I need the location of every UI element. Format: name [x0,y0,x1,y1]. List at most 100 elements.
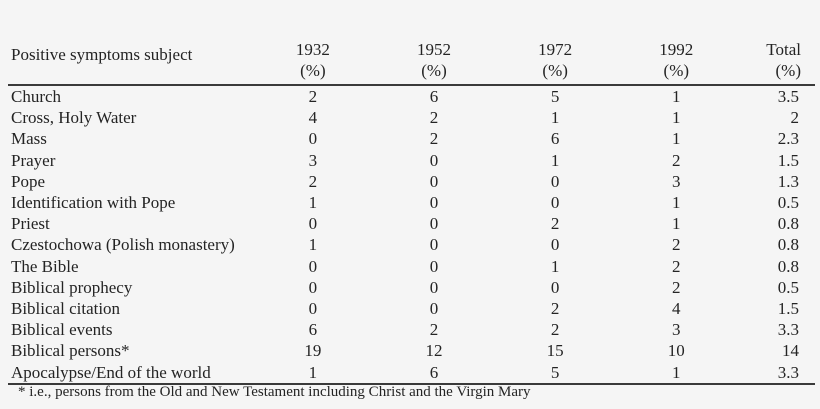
header-row: Positive symptoms subject 1932 (%) 1952 … [8,26,815,86]
value-cell: 1 [672,214,681,234]
value-cell: 2 [790,108,800,128]
value-cell: 2 [550,299,560,319]
value-cell: 0 [429,171,439,191]
value-cell: 1 [672,129,681,149]
value-cell: 2 [308,87,318,106]
value-cell: 2 [429,129,439,149]
value-cell: 5 [494,361,616,385]
value-cell: 1 [252,361,374,385]
table-footnote: * i.e., persons from the Old and New Tes… [18,384,531,400]
value-cell: 0 [308,256,318,276]
subject-cell: Biblical citation [11,299,121,319]
subject-cell: Identification with Pope [11,193,176,213]
table-row: Priest 0 0 2 1 0.8 [8,213,815,234]
value-cell: 0.5 [777,277,799,297]
value-cell: 1 [672,108,681,128]
table-row: Biblical events 6 2 2 3 3.3 [8,319,815,340]
value-cell: 0 [550,277,560,297]
value-cell: 0 [429,193,439,213]
value-cell: 3.3 [736,361,815,385]
symptoms-table-container: Positive symptoms subject 1932 (%) 1952 … [8,26,815,385]
value-cell: 3.3 [777,320,799,340]
column-header-total: Total (%) [736,26,815,86]
column-header-1992: 1992 (%) [615,26,737,86]
value-cell: 0 [308,277,318,297]
percent-unit-label: (%) [775,61,801,80]
table-row: Cross, Holy Water 4 2 1 1 2 [8,107,815,128]
value-cell: 3 [672,171,681,191]
column-header-1972: 1972 (%) [494,26,616,86]
value-cell: 0 [550,235,560,255]
value-cell: 5 [550,87,560,106]
value-cell: 2 [550,214,560,234]
value-cell: 2 [550,320,560,340]
value-cell: 2 [672,256,681,276]
value-cell: 2.3 [777,129,799,149]
subject-cell: Priest [11,214,50,234]
value-cell: 2 [672,150,681,170]
value-cell: 0.8 [777,214,799,234]
table-row: Church 2 6 5 1 3.5 [8,85,815,107]
value-cell: 1.3 [777,171,799,191]
table-row: Mass 0 2 6 1 2.3 [8,128,815,149]
value-cell: 6 [550,129,560,149]
positive-symptoms-table: Positive symptoms subject 1932 (%) 1952 … [8,26,815,385]
value-cell: 0.8 [777,235,799,255]
value-cell: 1 [550,108,560,128]
table-body: Church 2 6 5 1 3.5 Cross, Holy Water 4 2 1 1 2 Mass 0… [8,85,815,385]
subject-cell: Cross, Holy Water [11,108,137,128]
value-cell: 19 [304,341,322,361]
value-cell: 0 [308,129,318,149]
value-cell: 14 [782,341,799,361]
subject-cell: Mass [11,129,47,149]
value-cell: 0 [550,171,560,191]
value-cell: 4 [308,108,318,128]
percent-unit-label: (%) [300,61,326,80]
value-cell: 2 [429,108,439,128]
table-row: Biblical citation 0 0 2 4 1.5 [8,298,815,319]
value-cell: 15 [546,341,564,361]
value-cell: 1 [672,193,681,213]
value-cell: 6 [429,87,439,106]
table-row: Biblical persons* 19 12 15 10 14 [8,340,815,361]
value-cell: 0 [429,214,439,234]
column-header-1932: 1932 (%) [252,26,374,86]
table-row: Pope 2 0 0 3 1.3 [8,171,815,192]
value-cell: 3 [308,150,318,170]
value-cell: 0 [308,299,318,319]
value-cell: 4 [672,299,681,319]
value-cell: 1 [308,193,318,213]
subject-cell: Biblical events [11,320,113,340]
total-label: Total [766,40,801,59]
percent-unit-label: (%) [663,61,690,80]
value-cell: 6 [308,320,318,340]
value-cell: 0 [429,299,439,319]
year-label: 1952 [417,40,451,59]
percent-unit-label: (%) [421,61,447,80]
value-cell: 0 [429,150,439,170]
value-cell: 1 [615,361,737,385]
subject-cell: Apocalypse/End of the world [8,361,253,385]
value-cell: 3 [672,320,681,340]
value-cell: 0 [429,277,439,297]
column-header-1952: 1952 (%) [373,26,495,86]
subject-cell: Pope [11,171,45,191]
value-cell: 0 [429,256,439,276]
table-row: Czestochowa (Polish monastery) 1 0 0 2 0.8 [8,234,815,255]
column-header-subject: Positive symptoms subject [8,26,253,86]
value-cell: 1.5 [777,150,799,170]
table-row: Apocalypse/End of the world 1 6 5 1 3.3 [8,361,815,385]
value-cell: 12 [425,341,443,361]
table-row: Prayer 3 0 1 2 1.5 [8,150,815,171]
value-cell: 2 [672,277,681,297]
value-cell: 6 [373,361,495,385]
value-cell: 1 [308,235,318,255]
value-cell: 0.8 [777,256,799,276]
subject-cell: The Bible [11,256,79,276]
value-cell: 1 [672,87,681,106]
value-cell: 2 [429,320,439,340]
subject-cell: Biblical persons* [11,341,130,361]
table-row: Identification with Pope 1 0 0 1 0.5 [8,192,815,213]
year-label: 1932 [295,40,330,59]
table-row: The Bible 0 0 1 2 0.8 [8,256,815,277]
